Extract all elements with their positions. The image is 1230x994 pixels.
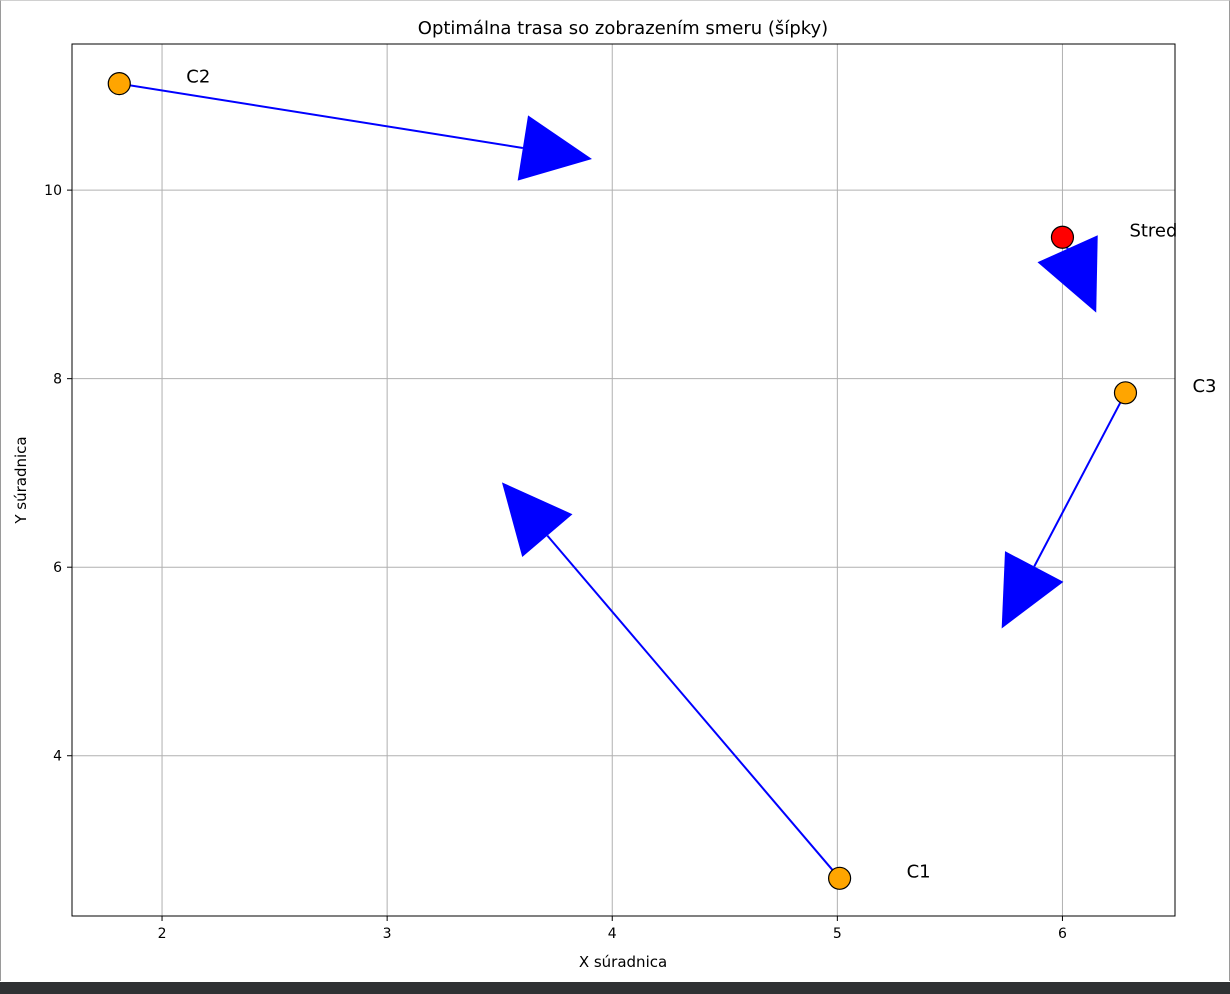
arrow-shaft-c2: [119, 82, 524, 149]
arrow-head-c1: [501, 482, 573, 558]
point-label-c2: C2: [186, 67, 210, 88]
y-tick-label: 4: [53, 749, 62, 765]
point-label-c1: C1: [907, 861, 931, 882]
plot-area-border: [71, 43, 1176, 917]
taskbar-strip: [0, 982, 1230, 994]
x-tick-label: 6: [1058, 926, 1067, 942]
point-marker-c1: [827, 866, 852, 890]
y-tick-label: 6: [53, 560, 62, 576]
y-axis-label: Y súradnica: [12, 436, 30, 524]
y-tick-label: 10: [44, 183, 62, 199]
point-marker-stred: [1050, 225, 1075, 249]
point-marker-c2: [107, 71, 131, 96]
x-tick-label: 2: [158, 926, 167, 942]
arrow-head-c2: [517, 115, 592, 181]
route-points: Stred C1 C2 C3: [107, 67, 1217, 890]
arrow-head-c3: [1001, 551, 1064, 629]
axis-ticks: 2 3 4 5 6 4 6 8 10: [44, 183, 1067, 942]
arrow-shaft-c1: [546, 534, 841, 879]
direction-arrows: [119, 82, 1127, 879]
point-label-stred: Stred: [1129, 220, 1177, 241]
point-label-c3: C3: [1192, 376, 1216, 397]
grid-lines: [72, 44, 1175, 916]
y-tick-label: 8: [53, 372, 62, 388]
arrow-head-stred: [1037, 235, 1098, 313]
x-tick-label: 4: [608, 926, 617, 942]
point-marker-c3: [1113, 381, 1138, 405]
x-tick-label: 5: [833, 926, 842, 942]
arrow-shaft-c3: [1033, 392, 1127, 567]
x-axis-label: X súradnica: [579, 953, 667, 971]
x-tick-label: 3: [383, 926, 392, 942]
chart-title: Optimálna trasa so zobrazením smeru (šíp…: [418, 18, 828, 39]
